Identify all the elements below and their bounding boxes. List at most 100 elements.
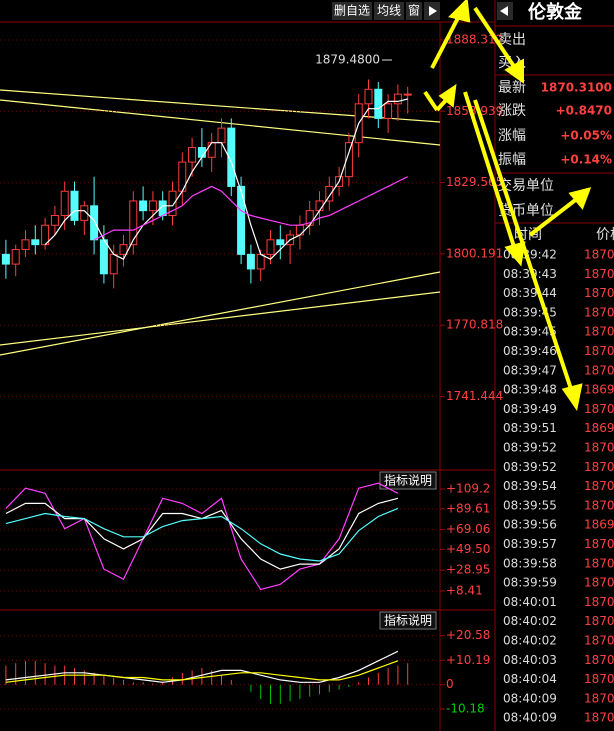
candle-body xyxy=(70,190,79,221)
quote-label: 涨跌 xyxy=(498,103,526,119)
trade-time: 08:39:48 xyxy=(503,383,557,397)
candle-body xyxy=(237,185,246,255)
trade-time: 08:39:55 xyxy=(503,498,557,512)
trade-price: 1870. xyxy=(584,441,614,455)
trade-time: 08:39:56 xyxy=(503,518,557,532)
candle-body xyxy=(393,93,402,105)
annotation-arrows xyxy=(423,0,592,412)
y-tick-label: +28.95 xyxy=(446,563,490,577)
y-tick-label: +10.19 xyxy=(446,653,490,667)
candle-body xyxy=(60,190,69,217)
candle-body xyxy=(295,224,304,236)
trade-price: 1870. xyxy=(584,672,614,686)
unit-label: 交易单位 xyxy=(498,177,554,194)
quote-label: 涨幅 xyxy=(498,128,526,144)
panel-header: 指标说明 xyxy=(384,613,432,628)
candle-body xyxy=(99,239,108,275)
trade-time: 08:39:54 xyxy=(503,479,557,493)
candle-body xyxy=(119,244,128,255)
trade-price: 1870. xyxy=(584,248,614,262)
y-tick-label: 1741.444 xyxy=(446,389,503,403)
indicator-line xyxy=(44,98,408,260)
trade-time: 08:40:01 xyxy=(503,595,557,609)
quote-label: 卖出 xyxy=(498,32,526,48)
indicator-line xyxy=(5,660,399,683)
candle-body xyxy=(384,103,393,119)
trade-time: 08:40:03 xyxy=(503,653,557,667)
trade-time: 08:39:57 xyxy=(503,537,557,551)
trade-price: 1869. xyxy=(584,383,614,397)
trade-time: 08:40:09 xyxy=(503,691,557,705)
trade-time: 08:39:51 xyxy=(503,421,557,435)
trade-price: 1870. xyxy=(584,363,614,377)
indicator-line xyxy=(93,176,408,241)
trade-price: 1869. xyxy=(584,518,614,532)
candle-body xyxy=(217,127,226,144)
candle-body xyxy=(227,127,236,187)
indicator-line xyxy=(5,650,399,683)
trade-price: 1870. xyxy=(584,325,614,339)
trade-time: 08:40:04 xyxy=(503,672,557,686)
candle-body xyxy=(168,190,177,217)
trade-time: 08:40:02 xyxy=(503,614,557,628)
y-tick-label: +20.58 xyxy=(446,628,490,642)
trade-price: 1870. xyxy=(584,460,614,474)
indicator-line xyxy=(5,482,399,591)
trade-price: 1870. xyxy=(584,286,614,300)
icon xyxy=(429,6,437,16)
header-box xyxy=(379,611,437,630)
trade-price: 1870. xyxy=(584,402,614,416)
trade-time: 08:40:02 xyxy=(503,634,557,648)
quote-value: +0.14% xyxy=(560,153,612,167)
y-tick-label: 1800.191 xyxy=(446,246,503,260)
y-tick-label: +89.61 xyxy=(446,501,490,515)
trend-lines xyxy=(0,89,441,356)
trade-time: 08:39:52 xyxy=(503,460,557,474)
trade-price: 1870. xyxy=(584,634,614,648)
trade-time: 08:39:46 xyxy=(503,344,557,358)
candle-body xyxy=(11,249,20,265)
y-tick-label: +69.06 xyxy=(446,522,490,536)
candle-body xyxy=(148,200,157,212)
trade-price: 1870. xyxy=(584,614,614,628)
trade-price: 1870. xyxy=(584,653,614,667)
y-tick-label: 1770.818 xyxy=(446,318,503,332)
trade-time: 08:39:44 xyxy=(503,286,557,300)
candle-body xyxy=(188,147,197,163)
candle-body xyxy=(315,200,324,212)
candle-body xyxy=(246,253,255,270)
candle-body xyxy=(109,253,118,275)
trade-time: 08:39:43 xyxy=(503,267,557,281)
trade-price: 1870. xyxy=(584,556,614,570)
candle-body xyxy=(266,239,275,255)
button-bg xyxy=(332,2,372,20)
trade-time: 08:40:09 xyxy=(503,711,557,725)
y-tick-label: +109.2 xyxy=(446,482,490,496)
candle-body xyxy=(364,88,373,105)
quote-title: 伦敦金 xyxy=(528,1,583,23)
toolbar-button[interactable]: 窗 xyxy=(408,4,420,18)
trade-time: 08:39:59 xyxy=(503,576,557,590)
trade-time: 08:39:45 xyxy=(503,325,557,339)
toolbar-button[interactable]: 删自选 xyxy=(334,4,370,18)
trade-price: 1870. xyxy=(584,498,614,512)
y-tick-label: +8.41 xyxy=(446,583,483,597)
trade-price: 1870. xyxy=(584,267,614,281)
trade-price: 1870. xyxy=(584,305,614,319)
candle-body xyxy=(1,253,10,265)
quote-value: +0.05% xyxy=(560,129,612,143)
quote-value: +0.8470 xyxy=(556,104,612,118)
y-tick-label: 1888.312 xyxy=(446,32,503,46)
candle-body xyxy=(207,142,216,158)
candle-body xyxy=(90,205,99,241)
y-tick-label: 1829.565 xyxy=(446,175,503,189)
candle-body xyxy=(325,185,334,202)
candle-body xyxy=(31,239,40,246)
panel-header: 指标说明 xyxy=(384,473,432,488)
toolbar-button[interactable]: 均线 xyxy=(377,4,401,18)
trade-price: 1870. xyxy=(584,691,614,705)
quote-label: 振幅 xyxy=(498,152,526,168)
trade-time: 08:39:58 xyxy=(503,556,557,570)
